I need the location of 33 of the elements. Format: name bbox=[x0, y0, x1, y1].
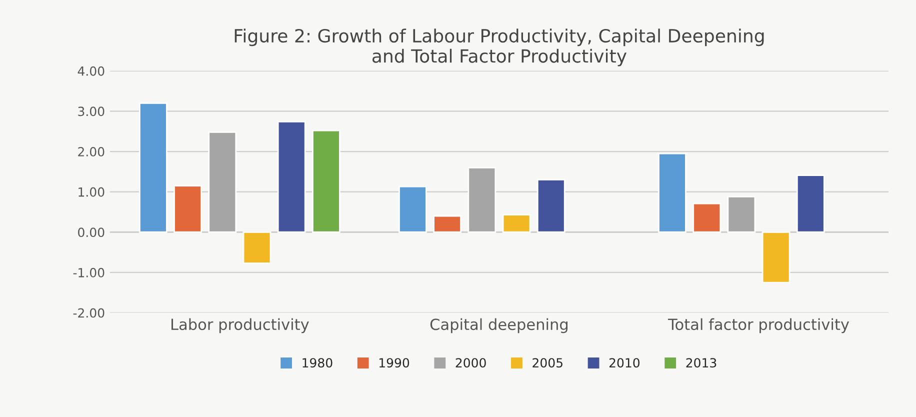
bar bbox=[536, 179, 566, 233]
legend-label: 2000 bbox=[456, 358, 486, 368]
y-tick-label: 3.00 bbox=[78, 106, 104, 116]
bar bbox=[658, 152, 686, 233]
legend-label: 1990 bbox=[379, 358, 410, 368]
legend-label: 2010 bbox=[609, 358, 640, 368]
bar bbox=[692, 202, 722, 233]
bar bbox=[762, 231, 790, 284]
bar bbox=[208, 131, 237, 233]
y-tick-label: 2.00 bbox=[78, 146, 104, 156]
bar bbox=[174, 185, 202, 233]
y-tick-label: 0.00 bbox=[78, 228, 104, 238]
bar bbox=[138, 102, 168, 233]
chart-title: Figure 2: Growth of Labour Productivity, Capital Deepening and Total Factor Productivity bbox=[234, 28, 764, 66]
x-tick-label: Total factor productivity bbox=[668, 318, 850, 334]
bar bbox=[398, 186, 427, 233]
y-tick-label: -1.00 bbox=[73, 268, 104, 278]
x-tick-label: Capital deepening bbox=[430, 318, 568, 334]
y-tick-label: 4.00 bbox=[78, 66, 104, 76]
y-tick-label: -2.00 bbox=[73, 308, 104, 318]
bar bbox=[242, 231, 272, 264]
bar bbox=[502, 214, 531, 233]
legend-label: 2013 bbox=[686, 358, 716, 368]
bar bbox=[433, 215, 462, 233]
bar bbox=[312, 130, 340, 233]
bar bbox=[727, 196, 756, 233]
bar bbox=[796, 174, 825, 233]
legend-label: 2005 bbox=[532, 358, 562, 368]
x-tick-label: Labor productivity bbox=[172, 318, 309, 334]
legend-label: 1980 bbox=[302, 358, 332, 368]
y-tick-label: 1.00 bbox=[78, 187, 104, 197]
bar bbox=[468, 166, 496, 233]
bar bbox=[277, 120, 306, 233]
